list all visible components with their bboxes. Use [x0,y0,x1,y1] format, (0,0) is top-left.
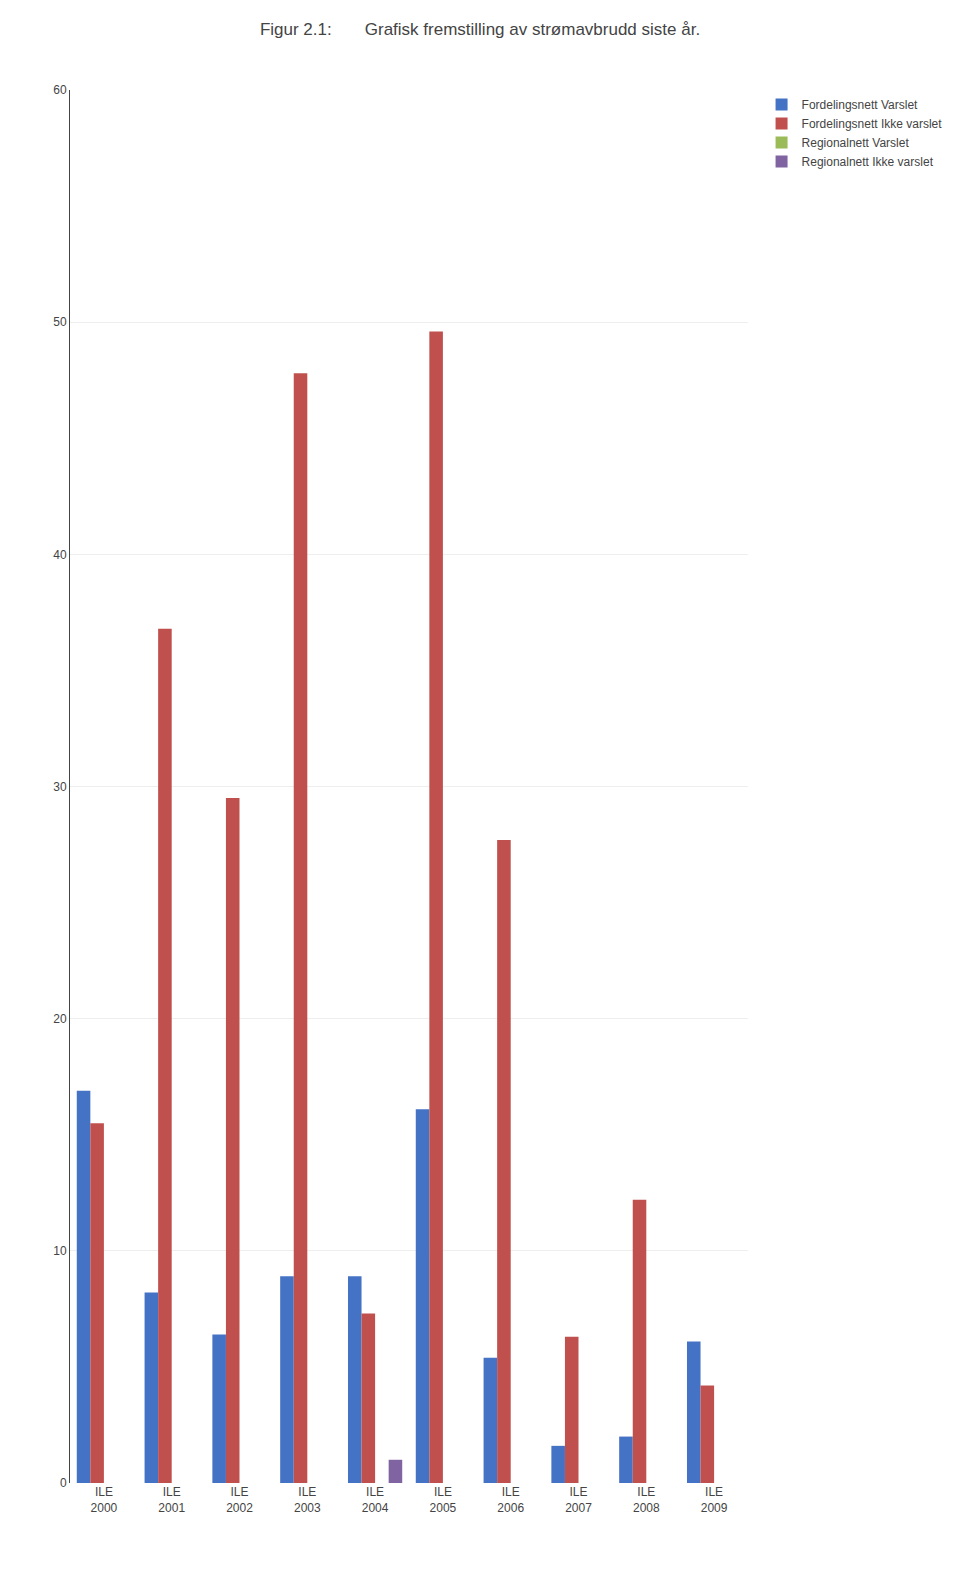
svg-text:Fordelingsnett Ikke varslet: Fordelingsnett Ikke varslet [802,117,943,131]
svg-text:ILE2002: ILE2002 [226,1485,253,1515]
svg-text:ILE2007: ILE2007 [565,1485,592,1515]
svg-text:Regionalnett Varslet: Regionalnett Varslet [802,136,910,150]
svg-text:ILE2004: ILE2004 [362,1485,389,1515]
svg-text:40: 40 [53,548,67,562]
svg-text:ILE2001: ILE2001 [158,1485,185,1515]
svg-text:ILE2005: ILE2005 [430,1485,457,1515]
svg-text:30: 30 [53,780,67,794]
svg-text:Regionalnett Ikke varslet: Regionalnett Ikke varslet [802,155,934,169]
svg-text:ILE2006: ILE2006 [497,1485,524,1515]
svg-text:ILE2008: ILE2008 [633,1485,660,1515]
svg-text:50: 50 [53,315,67,329]
svg-text:ILE2009: ILE2009 [701,1485,728,1515]
svg-text:ILE2000: ILE2000 [91,1485,118,1515]
svg-text:0: 0 [60,1476,67,1490]
svg-text:60: 60 [53,83,67,97]
svg-text:ILE2003: ILE2003 [294,1485,321,1515]
svg-text:Figur 2.1: Grafisk frems: Figur 2.1: Grafisk fremstilling av strøm… [260,20,700,39]
svg-text:10: 10 [53,1244,67,1258]
svg-text:20: 20 [53,1012,67,1026]
svg-text:Fordelingsnett Varslet: Fordelingsnett Varslet [802,98,919,112]
